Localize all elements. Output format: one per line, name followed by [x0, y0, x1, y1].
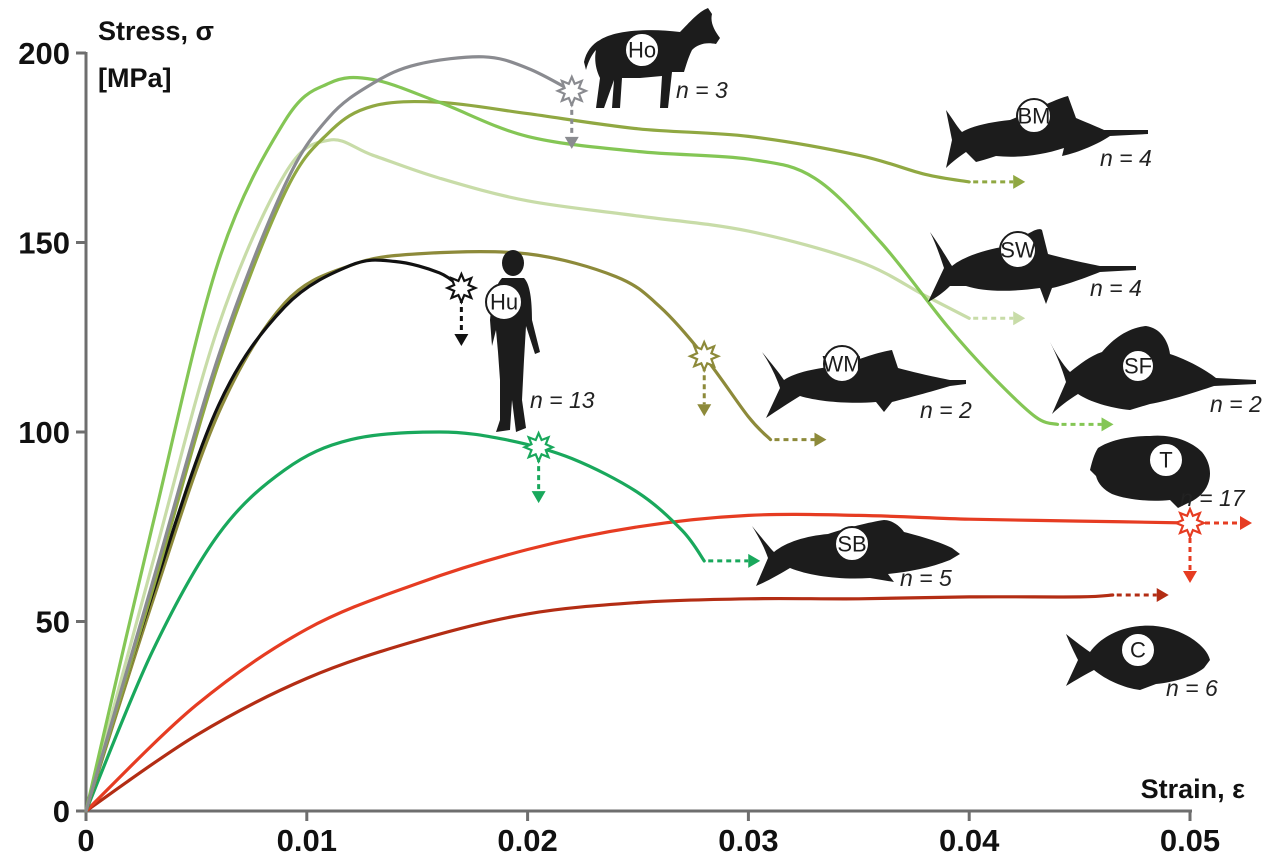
y-axis-title-line1: Stress, σ [98, 16, 214, 46]
star-burst-icon [687, 339, 722, 373]
y-tick-label: 150 [18, 226, 70, 261]
badge-sw-text: SW [1000, 238, 1036, 263]
sample-size-labels: n = 3 n = 4 n = 4 n = 2 n = 2 n = 13 n =… [530, 77, 1262, 701]
star-burst-icon [521, 430, 556, 464]
badge-sb-text: SB [837, 532, 866, 557]
failure-markers [444, 74, 1252, 602]
dashed-arrow-icon [697, 366, 712, 417]
tick-group: 0 0.01 0.02 0.03 0.04 0.05 0 50 100 150 200 [18, 36, 1220, 858]
series-line-bm [84, 99, 971, 813]
series-line-hu [84, 258, 463, 813]
dashed-arrow-icon [454, 297, 469, 346]
y-tick-label: 100 [18, 415, 70, 450]
n-label-ho: n = 3 [676, 77, 728, 103]
dashed-arrow-icon [973, 174, 1026, 189]
series-line-sb [84, 430, 706, 813]
badge-wm: WM [822, 345, 862, 383]
badge-sb: SB [834, 526, 870, 562]
fish-silhouette-icon [762, 350, 966, 418]
x-tick-label: 0 [77, 823, 94, 858]
series-line-c [84, 593, 1115, 813]
x-tick-label: 0.04 [939, 823, 1000, 858]
dashed-arrow-icon [973, 311, 1026, 326]
n-label-sb: n = 5 [900, 565, 952, 591]
n-label-sw: n = 4 [1090, 275, 1142, 301]
series-line-sf [84, 75, 1060, 813]
series-curves [84, 55, 1192, 813]
dashed-arrow-icon [1196, 515, 1252, 530]
fish-silhouette-icon [946, 96, 1148, 168]
n-label-t: n = 17 [1180, 485, 1246, 511]
x-tick-label: 0.03 [718, 823, 778, 858]
fish-silhouette-icon [928, 229, 1136, 304]
badge-ho-text: Ho [628, 38, 656, 63]
star-burst-icon [444, 271, 479, 305]
x-axis-title: Strain, ε [1141, 774, 1246, 804]
dashed-arrow-icon [1061, 417, 1114, 432]
animal-silhouettes [490, 8, 1256, 690]
dashed-arrow-icon [564, 100, 579, 149]
dashed-arrow-icon [1116, 587, 1169, 602]
dashed-arrow-icon [1183, 528, 1197, 583]
badge-sf-text: SF [1124, 354, 1152, 379]
series-line-sw [84, 138, 971, 813]
y-tick-label: 0 [53, 794, 70, 829]
y-tick-label: 200 [18, 36, 70, 71]
species-badges: Ho BM SW SF WM Hu SB T C [485, 32, 1184, 668]
n-label-c: n = 6 [1166, 675, 1218, 701]
series-line-t [84, 512, 1192, 813]
n-label-bm: n = 4 [1100, 145, 1152, 171]
series-line-ho [84, 55, 574, 813]
badge-ho: Ho [624, 32, 660, 68]
x-tick-label: 0.05 [1160, 823, 1220, 858]
n-label-hu: n = 13 [530, 387, 595, 413]
badge-t: T [1148, 442, 1184, 478]
star-burst-icon [554, 74, 589, 108]
series-line-wm [84, 250, 773, 813]
badge-sf: SF [1121, 349, 1155, 383]
axes: 0 0.01 0.02 0.03 0.04 0.05 0 50 100 150 200 Stress… [18, 16, 1245, 858]
badge-hu-text: Hu [490, 290, 518, 315]
badge-sw: SW [999, 231, 1037, 269]
badge-bm-text: BM [1018, 104, 1051, 129]
y-tick-label: 50 [36, 605, 70, 640]
badge-bm: BM [1016, 98, 1052, 134]
dashed-arrow-icon [708, 553, 761, 568]
badge-c: C [1120, 632, 1156, 668]
dashed-arrow-icon [531, 457, 546, 504]
n-label-wm: n = 2 [920, 397, 972, 423]
n-label-sf: n = 2 [1210, 391, 1262, 417]
badge-c-text: C [1130, 638, 1146, 663]
badge-t-text: T [1159, 448, 1172, 473]
star-burst-icon [1173, 506, 1207, 540]
x-tick-label: 0.02 [497, 823, 557, 858]
badge-hu: Hu [485, 283, 523, 321]
x-tick-label: 0.01 [277, 823, 337, 858]
badge-wm-text: WM [822, 352, 861, 377]
dashed-arrow-icon [774, 432, 827, 447]
y-axis-title-line2: [MPa] [98, 63, 172, 93]
